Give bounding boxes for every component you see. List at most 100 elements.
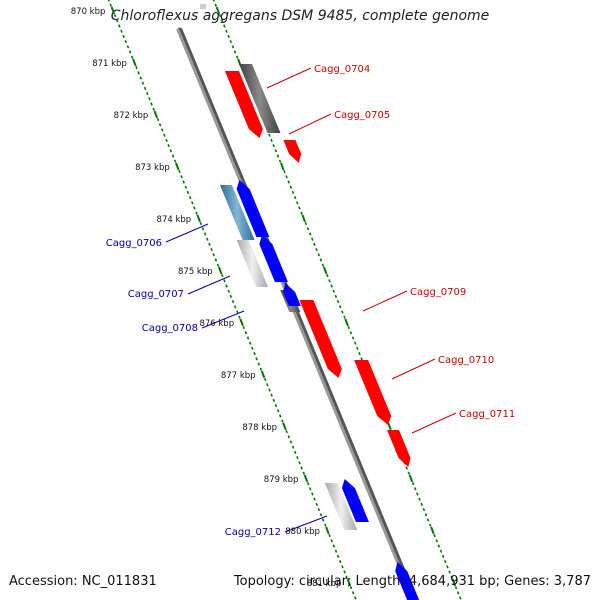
tick-mark (439, 549, 443, 553)
tick-mark (143, 86, 147, 90)
gene-block-light (324, 483, 358, 530)
tick-mark (287, 435, 291, 439)
leader-line (284, 515, 328, 533)
tick-mark (126, 45, 130, 49)
tick-mark (437, 544, 441, 548)
tick-mark (257, 362, 261, 366)
tick-mark (210, 248, 213, 252)
tick-mark (414, 487, 417, 491)
scale-labels: 870 kbp 871 kbp 872 kbp 873 kbp 874 kbp 875 k… (71, 7, 342, 589)
tick-mark (214, 3, 218, 7)
tick-mark (238, 315, 241, 319)
tick-mark (454, 586, 458, 590)
tick-mark (152, 107, 155, 111)
tick-mark (150, 102, 153, 106)
tick-mark (341, 565, 344, 569)
tick-mark (311, 492, 314, 496)
tick-mark (387, 422, 392, 431)
tick-mark (319, 513, 323, 517)
leader-line (266, 67, 312, 89)
tick-mark (268, 388, 271, 392)
tick-mark (128, 50, 132, 54)
tick-mark (225, 284, 228, 288)
tick-mark (319, 258, 323, 262)
tick-mark (293, 450, 297, 454)
tick-mark (255, 357, 258, 361)
gene-cagg-0710-arrow (354, 360, 392, 425)
tick-mark (450, 575, 453, 579)
gene-block-dark (239, 64, 281, 133)
scale-label: 876 kbp (199, 319, 234, 329)
tick-mark (208, 242, 211, 246)
tick-mark (291, 190, 295, 194)
tick-mark (153, 110, 159, 119)
tick-mark (328, 279, 331, 283)
tick-mark (285, 175, 288, 179)
tick-mark (236, 310, 239, 314)
tick-mark (272, 398, 276, 402)
tick-mark (199, 222, 203, 226)
tick-mark (298, 206, 301, 210)
gene-label-cagg-0708: Cagg_0708 (142, 323, 198, 334)
tick-mark (239, 318, 244, 327)
tick-mark (278, 414, 282, 418)
tick-mark (195, 211, 198, 215)
tick-mark (229, 294, 233, 298)
tick-mark (345, 575, 348, 579)
tick-mark (298, 461, 301, 465)
tick-mark (203, 232, 207, 236)
scale-label: 870 kbp (71, 7, 106, 17)
tick-mark (321, 518, 325, 522)
gene-label-cagg-0706: Cagg_0706 (106, 238, 162, 249)
scale-label: 879 kbp (264, 475, 299, 485)
tick-mark (186, 190, 190, 194)
tick-mark (266, 383, 269, 387)
tick-mark (313, 497, 316, 501)
tick-mark (334, 549, 338, 553)
gene-label-cagg-0709: Cagg_0709 (410, 287, 466, 298)
tick-mark (330, 539, 333, 543)
tick-mark (459, 596, 462, 600)
tick-mark (451, 578, 457, 587)
gene-cagg-0704-arrow (224, 71, 263, 138)
tick-mark (424, 513, 428, 517)
tick-mark (330, 284, 333, 288)
tick-mark (263, 378, 267, 382)
tick-mark (169, 149, 173, 153)
tick-mark (418, 497, 421, 501)
tick-mark (429, 523, 432, 527)
tick-mark (302, 471, 306, 475)
tick-mark (233, 50, 237, 54)
scale-label: 877 kbp (221, 371, 256, 381)
tick-mark (173, 159, 177, 163)
tick-mark (201, 227, 205, 231)
tick-mark (184, 185, 188, 189)
tick-mark (332, 544, 336, 548)
tick-mark (148, 97, 151, 101)
gene-label-cagg-0712: Cagg_0712 (225, 527, 281, 538)
tick-mark (301, 214, 306, 223)
tick-mark (235, 55, 239, 59)
tick-mark (433, 534, 436, 538)
tick-mark (212, 0, 215, 2)
tick-mark (349, 331, 353, 335)
tick-mark (278, 159, 282, 163)
tick-mark (344, 318, 349, 327)
tick-mark (441, 554, 445, 558)
tick-mark (351, 336, 355, 340)
tick-mark (296, 201, 299, 205)
tick-mark (163, 133, 166, 137)
tick-mark (426, 518, 430, 522)
tick-mark (246, 336, 250, 340)
gene-cagg-0708-arrow (283, 283, 301, 306)
scale-label: 873 kbp (135, 163, 170, 173)
tick-mark (231, 45, 235, 49)
tick-mark (122, 34, 125, 38)
feature-track (200, 4, 420, 600)
gene-label-cagg-0707: Cagg_0707 (128, 289, 184, 300)
tick-mark (354, 596, 357, 600)
tick-mark (336, 554, 340, 558)
tick-mark (260, 370, 266, 379)
tick-mark (296, 456, 299, 460)
scale-label: 875 kbp (178, 267, 213, 277)
